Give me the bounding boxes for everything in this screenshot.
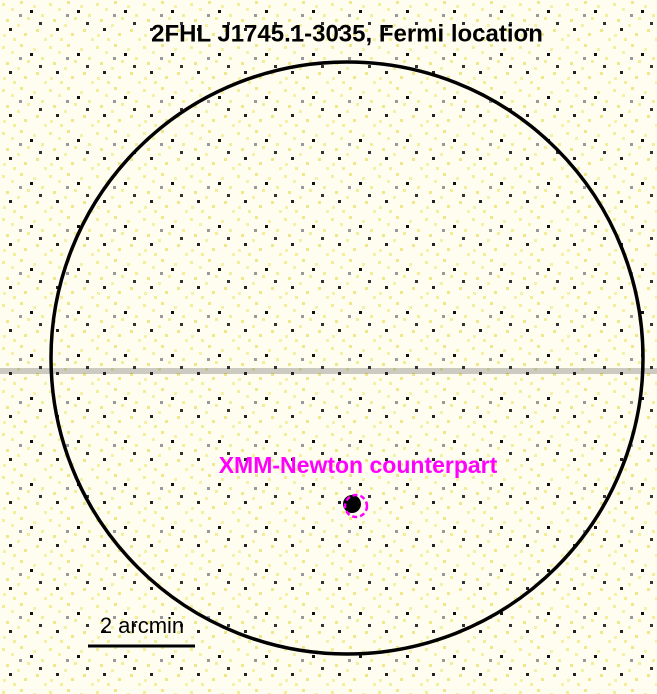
- title: 2FHL J1745.1-3035, Fermi location: [151, 20, 543, 47]
- readout-streak: [0, 368, 657, 374]
- counterpart-label: XMM-Newton counterpart: [219, 452, 498, 478]
- scale-bar-label: 2 arcmin: [100, 613, 184, 638]
- counterpart-circle: [343, 493, 369, 519]
- fermi-error-circle: [49, 60, 645, 656]
